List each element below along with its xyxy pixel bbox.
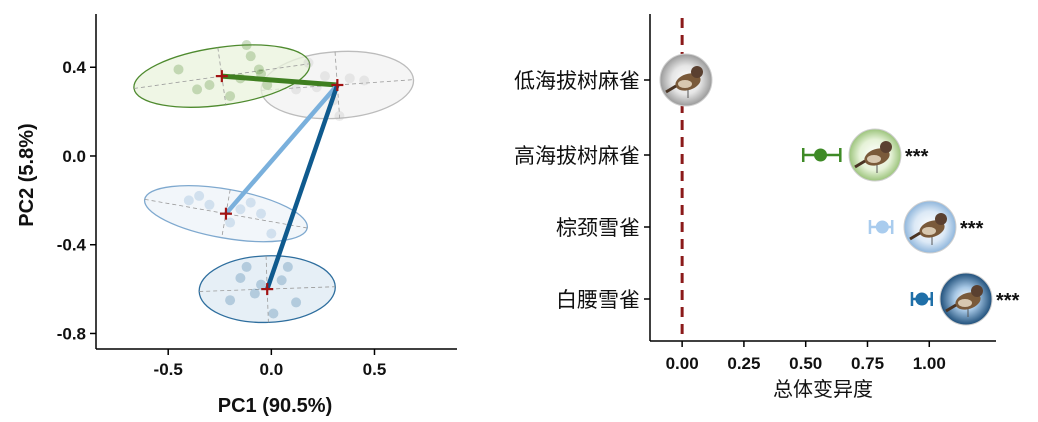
var-x-ticks: 0.00 0.25 0.50 0.75 1.00 — [666, 341, 946, 373]
bird-tail-icon — [854, 159, 866, 169]
pca-y-axis-label: PC2 (5.8%) — [16, 123, 38, 226]
category-label: 白腰雪雀 — [556, 288, 640, 312]
point-whiterump — [276, 275, 287, 286]
bird-head-icon — [971, 285, 983, 297]
point-highland — [262, 79, 273, 90]
bird-tail-icon — [665, 84, 677, 94]
point-whiterump — [256, 279, 267, 290]
bird-tail-icon — [945, 303, 957, 313]
pca-panel: -0.5 0.0 0.5 0.4 0.0 -0.4 -0.8 PC1 (90.5%) PC… — [16, 14, 457, 417]
y-tick-label: -0.8 — [57, 324, 86, 343]
category-label: 低海拔树麻雀 — [514, 69, 640, 93]
ellipse-major-axis-lowland — [261, 79, 414, 91]
point-rufous — [266, 228, 277, 239]
point-lowland — [344, 73, 355, 84]
bird-badge-icon — [903, 200, 957, 254]
var-x-axis-label: 总体变异度 — [773, 377, 873, 401]
point-highland — [225, 91, 236, 102]
x-tick-label: 0.0 — [260, 360, 284, 379]
significance-labels: *** *** *** — [905, 146, 1020, 312]
point-whiterump — [249, 288, 260, 299]
x-tick-label: 0.75 — [851, 354, 884, 373]
point-lowland — [319, 71, 330, 82]
point-whiterump — [282, 261, 293, 272]
point-lowland — [303, 57, 314, 68]
point-rufous — [183, 195, 194, 206]
significance-label: *** — [905, 146, 929, 168]
point-whiterump — [291, 297, 302, 308]
x-tick-label: 0.25 — [727, 354, 760, 373]
bird-belly-icon — [867, 155, 881, 163]
point-rufous — [225, 217, 236, 228]
significance-label: *** — [960, 218, 984, 240]
point-lowland — [291, 84, 302, 95]
point-rufous — [235, 204, 246, 215]
point-rufous — [245, 197, 256, 208]
x-tick-label: 1.00 — [913, 354, 946, 373]
point-highland — [204, 79, 215, 90]
y-tick-label: -0.4 — [57, 236, 87, 255]
pca-x-axis-label: PC1 (90.5%) — [218, 395, 333, 417]
point-whiterump — [235, 273, 246, 284]
point-highland — [173, 64, 184, 75]
point-rufous — [194, 190, 205, 201]
category-label: 高海拔树麻雀 — [514, 144, 640, 168]
point-lowland — [359, 75, 370, 86]
bird-badges — [659, 53, 993, 326]
mean-point — [814, 148, 828, 162]
bird-belly-icon — [922, 227, 936, 235]
x-tick-label: 0.50 — [789, 354, 822, 373]
y-tick-label: 0.4 — [62, 58, 86, 77]
pca-y-ticks: 0.4 0.0 -0.4 -0.8 — [57, 58, 96, 343]
x-tick-label: 0.5 — [363, 360, 387, 379]
bird-head-icon — [935, 213, 947, 225]
bird-head-icon — [880, 141, 892, 153]
ellipse-major-axis-whiterump — [199, 286, 336, 292]
point-highland — [192, 84, 203, 95]
data-points — [173, 40, 370, 319]
x-tick-label: 0.00 — [666, 354, 699, 373]
bird-belly-icon — [678, 80, 692, 88]
bird-badge-icon — [848, 128, 902, 182]
link-rufous-lowland — [224, 83, 340, 216]
point-highland — [245, 51, 256, 62]
centroid-links — [221, 73, 340, 290]
ellipse-major-axis-highland — [133, 63, 310, 89]
significance-label: *** — [996, 290, 1020, 312]
mean-point — [915, 292, 929, 306]
point-whiterump — [241, 261, 252, 272]
link-whiterump-lowland — [265, 84, 340, 290]
centroid-markers — [215, 70, 344, 296]
group-ellipses — [133, 44, 415, 324]
bird-badge-icon — [939, 272, 993, 326]
point-rufous — [204, 199, 215, 210]
link-highland-lowland — [221, 73, 338, 88]
bird-badge-icon — [659, 53, 713, 107]
point-lowland — [334, 111, 345, 122]
point-whiterump — [268, 308, 279, 319]
pca-x-ticks: -0.5 0.0 0.5 — [154, 349, 387, 379]
y-tick-label: 0.0 — [62, 147, 86, 166]
bird-head-icon — [691, 66, 703, 78]
x-tick-label: -0.5 — [154, 360, 183, 379]
category-label: 棕颈雪雀 — [556, 216, 640, 240]
bird-tail-icon — [909, 231, 921, 241]
bird-belly-icon — [958, 299, 972, 307]
mean-point — [875, 220, 889, 234]
point-whiterump — [225, 295, 236, 306]
point-rufous — [256, 208, 267, 219]
point-highland — [256, 68, 267, 79]
point-highland — [241, 40, 252, 51]
mean-points — [814, 148, 929, 306]
point-highland — [253, 64, 264, 75]
